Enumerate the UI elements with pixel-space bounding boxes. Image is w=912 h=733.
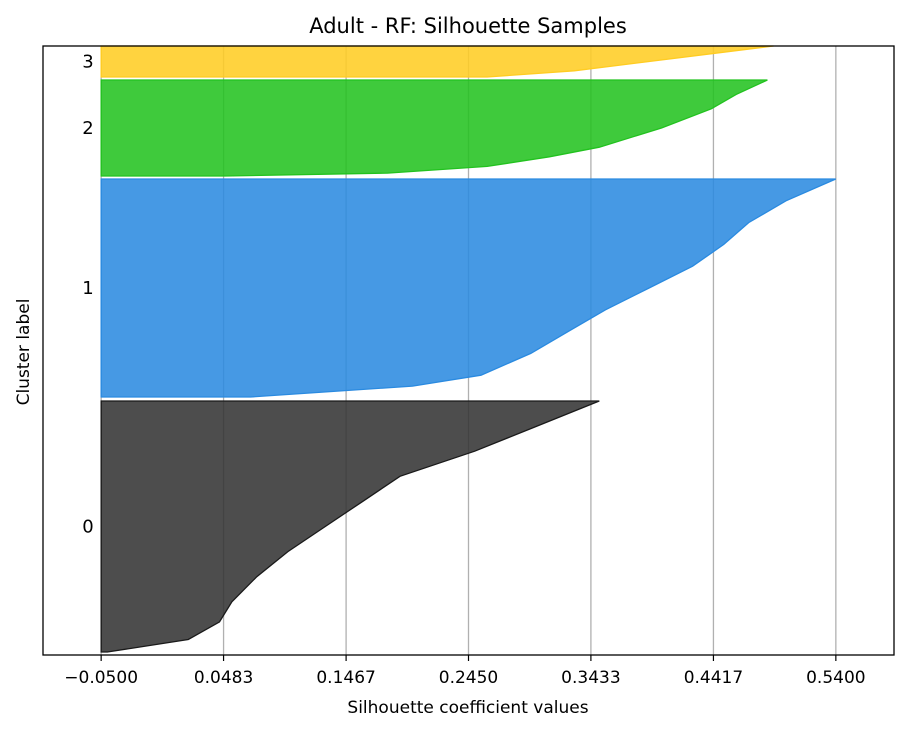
x-tick-label-0: −0.0500: [64, 668, 138, 688]
chart-title: Adult - RF: Silhouette Samples: [309, 14, 627, 38]
cluster-areas: [100, 45, 837, 653]
x-tick-label-2: 0.1467: [316, 668, 375, 688]
cluster-1-area: [100, 178, 837, 398]
cluster-3-area: [100, 45, 774, 78]
x-axis-label: Silhouette coefficient values: [347, 698, 588, 718]
cluster-0-area: [100, 400, 600, 653]
cluster-label-2: 2: [82, 118, 93, 139]
cluster-label-0: 0: [82, 517, 93, 538]
x-tick-label-5: 0.4417: [684, 668, 743, 688]
y-axis-label: Cluster label: [14, 299, 34, 406]
x-tick-label-4: 0.3433: [561, 668, 620, 688]
cluster-label-3: 3: [82, 52, 93, 73]
cluster-label-1: 1: [82, 278, 93, 299]
x-axis-ticks: −0.0500 0.0483 0.1467 0.2450 0.3433 0.4417 0.5…: [64, 655, 866, 688]
x-tick-label-6: 0.5400: [806, 668, 865, 688]
cluster-2-area: [100, 79, 768, 177]
x-tick-label-3: 0.2450: [439, 668, 498, 688]
cluster-labels: 0 1 2 3: [82, 52, 93, 538]
x-tick-label-1: 0.0483: [194, 668, 253, 688]
